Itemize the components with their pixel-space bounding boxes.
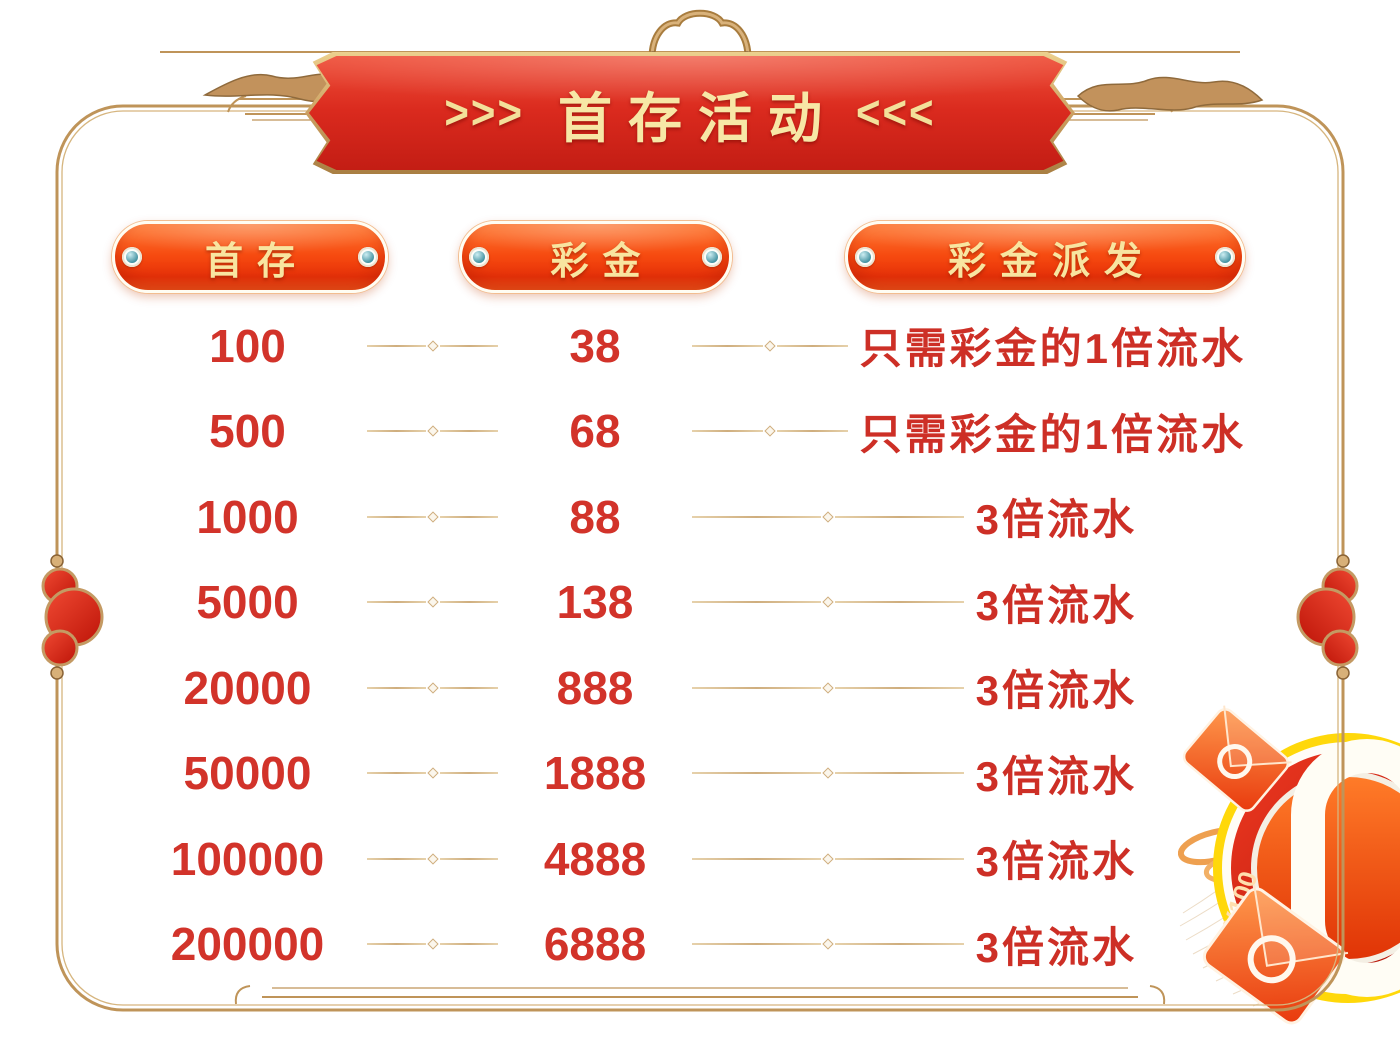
bonus-value: 38 — [569, 319, 621, 372]
column-header-label: 首存 — [204, 240, 309, 283]
deposit-value: 500 — [209, 405, 286, 458]
divider-line — [680, 595, 976, 609]
payout-value: 3倍流水 — [975, 923, 1137, 971]
divider-line — [680, 339, 860, 353]
gem-pin-icon — [358, 247, 378, 267]
gem-pin-icon — [702, 247, 722, 267]
diamond-ornament-icon — [764, 340, 776, 352]
divider-line — [355, 510, 510, 524]
cloud-ornament-right — [1296, 554, 1359, 680]
diamond-ornament-icon — [426, 596, 439, 608]
column-header-label: 彩金 — [550, 240, 655, 283]
diamond-ornament-icon — [822, 767, 834, 779]
divider-line — [355, 339, 510, 353]
gem-pin-icon — [855, 247, 875, 267]
divider-line — [680, 510, 976, 524]
divider-line — [680, 681, 976, 695]
diamond-ornament-icon — [426, 938, 439, 950]
bonus-value: 138 — [556, 576, 634, 629]
table-row: 50000 1888 3倍流水 — [140, 731, 1270, 817]
deposit-value: 100 — [209, 319, 286, 372]
column-header-deposit: 首存 — [112, 221, 388, 293]
divider-line — [355, 852, 510, 866]
deposit-value: 1000 — [196, 490, 299, 543]
table-row: 100 38 只需彩金的1倍流水 — [140, 303, 1270, 389]
table-row: 500 68 只需彩金的1倍流水 — [140, 389, 1270, 475]
diamond-ornament-icon — [822, 511, 834, 523]
title-plaque: >>> 首存活动 <<< — [305, 52, 1075, 174]
bonus-value: 1888 — [543, 747, 647, 800]
arrows-right-icon: <<< — [856, 86, 936, 139]
divider-line — [355, 424, 510, 438]
payout-value: 只需彩金的1倍流水 — [859, 325, 1246, 373]
table-row: 5000 138 3倍流水 — [140, 560, 1270, 646]
bonus-value: 888 — [556, 661, 634, 714]
payout-value: 3倍流水 — [975, 496, 1137, 544]
divider-line — [355, 766, 510, 780]
divider-line — [355, 681, 510, 695]
payout-value: 3倍流水 — [975, 752, 1137, 800]
gem-pin-icon — [1215, 247, 1235, 267]
diamond-ornament-icon — [822, 596, 834, 608]
divider-line — [680, 766, 976, 780]
bonus-value: 88 — [569, 490, 621, 543]
promo-table: 100 38 只需彩金的1倍流水 500 68 只需彩金的1倍流水 1000 8… — [140, 303, 1270, 987]
table-row: 100000 4888 3倍流水 — [140, 816, 1270, 902]
divider-line — [355, 595, 510, 609]
column-header-bonus: 彩金 — [459, 221, 732, 293]
column-header-payout: 彩金派发 — [845, 221, 1245, 293]
diamond-ornament-icon — [426, 340, 439, 352]
diamond-ornament-icon — [426, 767, 439, 779]
divider-line — [680, 424, 860, 438]
divider-line — [680, 852, 976, 866]
diamond-ornament-icon — [426, 511, 439, 523]
table-row: 20000 888 3倍流水 — [140, 645, 1270, 731]
bonus-value: 6888 — [543, 918, 647, 971]
payout-value: 只需彩金的1倍流水 — [859, 410, 1246, 458]
deposit-value: 50000 — [183, 747, 312, 800]
payout-value: 3倍流水 — [975, 838, 1137, 886]
divider-line — [355, 937, 510, 951]
column-header-label: 彩金派发 — [947, 240, 1156, 283]
deposit-value: 200000 — [170, 918, 325, 971]
diamond-ornament-icon — [822, 938, 834, 950]
diamond-ornament-icon — [426, 425, 439, 437]
diamond-ornament-icon — [764, 425, 776, 437]
gem-pin-icon — [469, 247, 489, 267]
diamond-ornament-icon — [426, 682, 439, 694]
title-plaque-inner: >>> 首存活动 <<< — [309, 56, 1071, 170]
deposit-value: 100000 — [170, 832, 325, 885]
bonus-value: 4888 — [543, 832, 647, 885]
arrows-left-icon: >>> — [444, 86, 524, 139]
diamond-ornament-icon — [426, 853, 439, 865]
payout-value: 3倍流水 — [975, 667, 1137, 715]
deposit-value: 20000 — [183, 661, 312, 714]
deposit-value: 5000 — [196, 576, 299, 629]
page-title: 首存活动 — [558, 88, 838, 149]
payout-value: 3倍流水 — [975, 581, 1137, 629]
diamond-ornament-icon — [822, 682, 834, 694]
table-row: 1000 88 3倍流水 — [140, 474, 1270, 560]
table-row: 200000 6888 3倍流水 — [140, 902, 1270, 988]
bonus-value: 68 — [569, 405, 621, 458]
diamond-ornament-icon — [822, 853, 834, 865]
flame-ornament-right — [1076, 76, 1264, 112]
cloud-ornament-left — [41, 554, 104, 680]
divider-line — [680, 937, 976, 951]
gem-pin-icon — [122, 247, 142, 267]
